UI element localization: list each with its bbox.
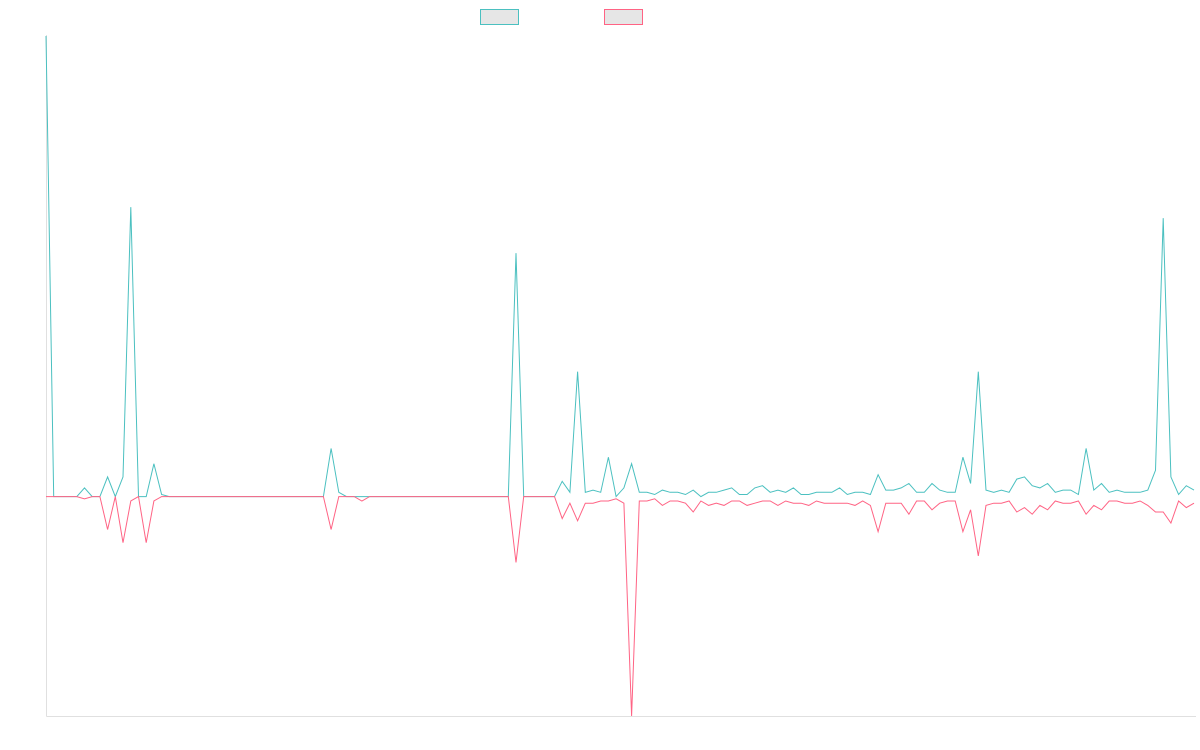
series-line-1 — [45, 35, 1195, 498]
chart-legend — [0, 9, 1200, 29]
chart-axes — [46, 35, 1196, 717]
legend-item-series-1[interactable] — [480, 9, 525, 25]
legend-item-series-2[interactable] — [604, 9, 649, 25]
legend-swatch-series-1 — [480, 9, 519, 25]
series-line-2 — [46, 495, 1195, 717]
series-layer — [45, 35, 1195, 717]
legend-swatch-series-2 — [604, 9, 643, 25]
